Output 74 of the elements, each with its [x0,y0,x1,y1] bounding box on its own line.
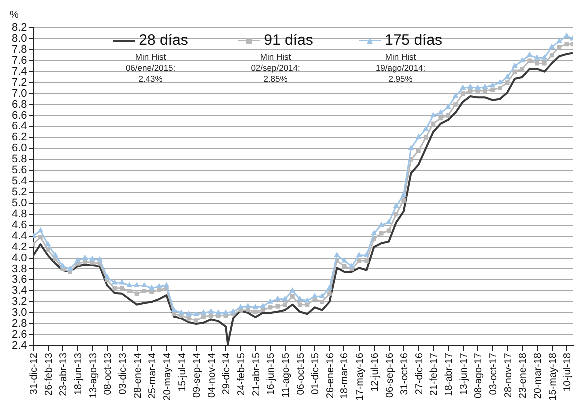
y-tick-label: 6.4 [12,120,28,133]
y-tick-label: 3.8 [12,263,28,276]
y-tick-label: 5.6 [12,164,28,177]
x-tick-label: 08-oct-13 [103,352,114,396]
x-tick-label: 28-ene-14 [132,352,144,399]
x-tick-label: 01-dic-15 [310,352,322,395]
legend-label: 175 días [385,32,443,49]
x-tick-label: 15-jul-14 [177,352,188,392]
y-tick-label: 7.6 [12,54,28,67]
x-tick-label: 25-mar-14 [148,352,159,400]
y-tick-label: 4.2 [12,241,28,254]
x-tick-label: 15-may-18 [548,352,559,401]
y-tick-label: 8.0 [12,32,28,45]
y-tick-label: 4.6 [12,219,28,232]
x-tick-label: 17-may-16 [355,352,366,401]
y-tick-label: 5.0 [12,197,28,210]
x-tick-label: 18-mar-16 [339,352,350,400]
x-tick-label: 29-dic-14 [221,352,232,395]
x-tick-label: 28-nov-17 [503,352,514,398]
x-tick-label: 27-dic-16 [414,352,426,395]
y-tick-label: 6.2 [12,132,28,144]
x-tick-label: 21-feb-17 [429,352,440,396]
x-tick-label: 20-may-14 [162,352,174,401]
y-tick-label: 2.8 [12,318,28,330]
y-tick-label: 4.4 [12,230,28,242]
x-tick-label: 26-feb-13 [44,352,55,396]
x-tick-label: 04-nov-14 [206,352,218,398]
y-tick-label: 6.6 [12,110,28,122]
x-tick-label: 08-ago-17 [474,352,485,399]
x-tick-label: 24-feb-15 [236,352,248,396]
x-tick-label: 06-oct-15 [296,352,307,396]
x-tick-label: 31-dic-12 [28,352,40,395]
y-tick-label: 7.0 [12,88,28,100]
x-tick-label: 12-jul-16 [370,352,381,392]
y-tick-label: 2.4 [12,340,28,352]
y-tick-label: 6.8 [12,98,28,111]
y-tick-label: 3.2 [12,296,28,308]
x-tick-label: 23-abr-13 [58,352,70,396]
y-tick-label: 5.8 [12,154,28,166]
y-tick-label: 3.0 [12,307,28,320]
y-tick-label: 5.2 [12,186,28,199]
y-tick-label: 3.4 [12,285,28,298]
x-tick-label: 20-mar-18 [533,352,544,400]
x-tick-label: 23-ene-18 [518,352,530,399]
y-tick-label: 7.8 [12,44,28,56]
x-tick-label: 16-jun-15 [266,352,278,396]
y-tick-label: 6.0 [12,142,28,155]
y-tick-label: 8.2 [12,22,28,34]
legend-label: 91 días [264,32,314,49]
x-tick-label: 03-dic-13 [118,352,129,395]
annotation: Min Hist 06/ene/2015: 2.43% [126,52,176,85]
y-tick-label: 4.8 [12,208,28,220]
x-tick-label: 21-abr-15 [251,352,262,396]
x-tick-label: 26-ene-16 [325,352,336,399]
annotation: Min Hist 19/ago/2014: 2.95% [376,52,426,85]
x-tick-label: 06-sep-16 [384,352,396,398]
y-tick-label: 4.0 [12,252,28,264]
y-tick-label: 7.4 [12,66,28,78]
y-tick-label: 3.6 [12,274,28,286]
x-tick-label: 18-abr-17 [444,352,456,396]
x-tick-label: 18-jun-13 [74,352,85,396]
x-tick-label: 03-oct-17 [488,352,500,396]
y-tick-label: 7.2 [12,76,28,89]
y-axis-title: % [10,10,19,21]
x-tick-label: 11-ago-15 [281,352,292,398]
annotation: Min Hist 02/sep/2014: 2.85% [251,52,300,85]
legend-label: 28 días [139,32,188,49]
y-tick-label: 5.4 [12,176,28,188]
x-tick-label: 31-oct-16 [399,352,410,396]
x-tick-label: 13-ago-13 [88,352,100,399]
y-tick-label: 2.6 [12,329,28,342]
x-tick-label: 13-jun-17 [458,352,470,396]
x-tick-label: 09-sep-14 [192,352,204,398]
x-tick-label: 10-jul-18 [562,352,574,392]
